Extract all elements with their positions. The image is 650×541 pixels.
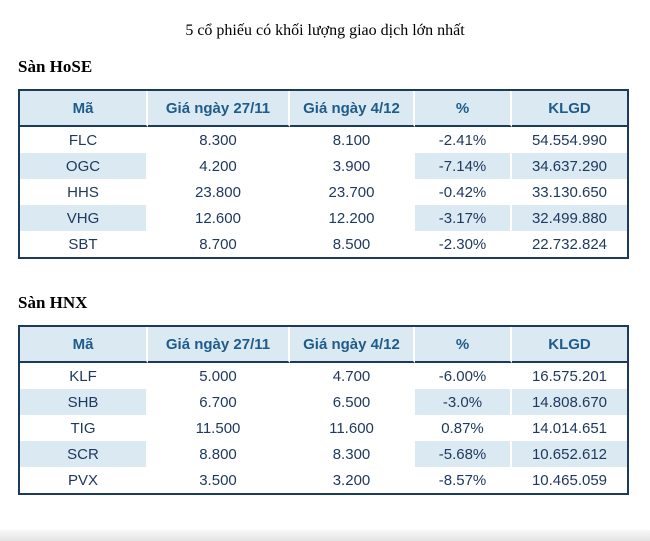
stock-code-cell: SCR [20,441,148,467]
table-row: SHB 6.700 6.500 -3.0% 14.808.670 [20,389,627,415]
price-27-11-cell: 8.700 [148,231,290,257]
section-heading-hnx: Sàn HNX [18,293,88,312]
price-4-12-cell: 8.500 [290,231,415,257]
percent-change-cell: -3.17% [415,205,512,231]
column-header-percent: % [415,91,512,127]
price-27-11-cell: 6.700 [148,389,290,415]
column-header-percent: % [415,327,512,363]
table-row: TIG 11.500 11.600 0.87% 14.014.651 [20,415,627,441]
table-row: VHG 12.600 12.200 -3.17% 32.499.880 [20,205,627,231]
percent-change-cell: -6.00% [415,363,512,389]
price-4-12-cell: 8.300 [290,441,415,467]
price-4-12-cell: 4.700 [290,363,415,389]
table-header-row: Mã Giá ngày 27/11 Giá ngày 4/12 % KLGD [20,91,627,127]
volume-cell: 10.652.612 [512,441,627,467]
stock-code-cell: FLC [20,127,148,153]
percent-change-cell: -5.68% [415,441,512,467]
volume-cell: 10.465.059 [512,467,627,493]
column-header-price-4-12: Giá ngày 4/12 [290,91,415,127]
column-header-price-27-11: Giá ngày 27/11 [148,327,290,363]
price-4-12-cell: 12.200 [290,205,415,231]
price-27-11-cell: 12.600 [148,205,290,231]
price-27-11-cell: 8.800 [148,441,290,467]
stock-code-cell: PVX [20,467,148,493]
stock-code-cell: VHG [20,205,148,231]
price-27-11-cell: 8.300 [148,127,290,153]
column-header-price-27-11: Giá ngày 27/11 [148,91,290,127]
price-4-12-cell: 3.900 [290,153,415,179]
table-row: FLC 8.300 8.100 -2.41% 54.554.990 [20,127,627,153]
price-4-12-cell: 8.100 [290,127,415,153]
table-header-row: Mã Giá ngày 27/11 Giá ngày 4/12 % KLGD [20,327,627,363]
price-27-11-cell: 4.200 [148,153,290,179]
table-row: HHS 23.800 23.700 -0.42% 33.130.650 [20,179,627,205]
stock-code-cell: HHS [20,179,148,205]
stock-code-cell: SBT [20,231,148,257]
section-heading-hose: Sàn HoSE [18,57,93,76]
stock-table-hnx: Mã Giá ngày 27/11 Giá ngày 4/12 % KLGD K… [18,325,629,495]
price-4-12-cell: 3.200 [290,467,415,493]
column-header-code: Mã [20,327,148,363]
price-4-12-cell: 23.700 [290,179,415,205]
table-row: KLF 5.000 4.700 -6.00% 16.575.201 [20,363,627,389]
column-header-volume: KLGD [512,327,627,363]
volume-cell: 33.130.650 [512,179,627,205]
column-header-volume: KLGD [512,91,627,127]
percent-change-cell: -2.30% [415,231,512,257]
volume-cell: 14.014.651 [512,415,627,441]
volume-cell: 14.808.670 [512,389,627,415]
column-header-code: Mã [20,91,148,127]
price-27-11-cell: 5.000 [148,363,290,389]
stock-code-cell: SHB [20,389,148,415]
volume-cell: 32.499.880 [512,205,627,231]
column-header-price-4-12: Giá ngày 4/12 [290,327,415,363]
price-4-12-cell: 11.600 [290,415,415,441]
stock-code-cell: OGC [20,153,148,179]
stock-code-cell: KLF [20,363,148,389]
table-row: SCR 8.800 8.300 -5.68% 10.652.612 [20,441,627,467]
stock-code-cell: TIG [20,415,148,441]
page-bottom-strip [0,530,650,541]
price-27-11-cell: 23.800 [148,179,290,205]
percent-change-cell: -7.14% [415,153,512,179]
price-27-11-cell: 11.500 [148,415,290,441]
percent-change-cell: -2.41% [415,127,512,153]
percent-change-cell: -8.57% [415,467,512,493]
table-row: PVX 3.500 3.200 -8.57% 10.465.059 [20,467,627,493]
table-row: OGC 4.200 3.900 -7.14% 34.637.290 [20,153,627,179]
percent-change-cell: -3.0% [415,389,512,415]
table-row: SBT 8.700 8.500 -2.30% 22.732.824 [20,231,627,257]
volume-cell: 22.732.824 [512,231,627,257]
volume-cell: 16.575.201 [512,363,627,389]
volume-cell: 34.637.290 [512,153,627,179]
page-title: 5 cổ phiếu có khối lượng giao dịch lớn n… [185,22,465,39]
volume-cell: 54.554.990 [512,127,627,153]
percent-change-cell: -0.42% [415,179,512,205]
price-4-12-cell: 6.500 [290,389,415,415]
stock-table-hose: Mã Giá ngày 27/11 Giá ngày 4/12 % KLGD F… [18,89,629,259]
price-27-11-cell: 3.500 [148,467,290,493]
percent-change-cell: 0.87% [415,415,512,441]
